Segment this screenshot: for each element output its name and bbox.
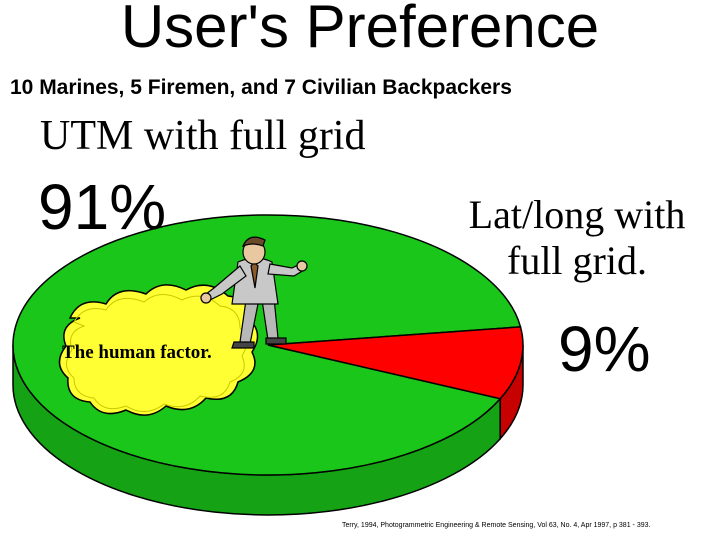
slice-value-latlong: 9% (558, 313, 651, 385)
slice-label-latlong: Lat/long with full grid. (468, 192, 686, 283)
businessman-figure (200, 236, 308, 349)
human-factor-annotation: The human factor. (62, 342, 212, 363)
source-citation: Terry, 1994, Photogrammetric Engineering… (342, 522, 651, 529)
chart-title: User's Preference (120, 0, 600, 60)
human-factor-cloud (58, 284, 259, 416)
slice-value-utm: 91% (38, 171, 167, 243)
slice-label-utm: UTM with full grid (40, 113, 366, 159)
chart-subtitle: 10 Marines, 5 Firemen, and 7 Civilian Ba… (10, 76, 512, 99)
pie-slice-latlong (267, 326, 524, 400)
